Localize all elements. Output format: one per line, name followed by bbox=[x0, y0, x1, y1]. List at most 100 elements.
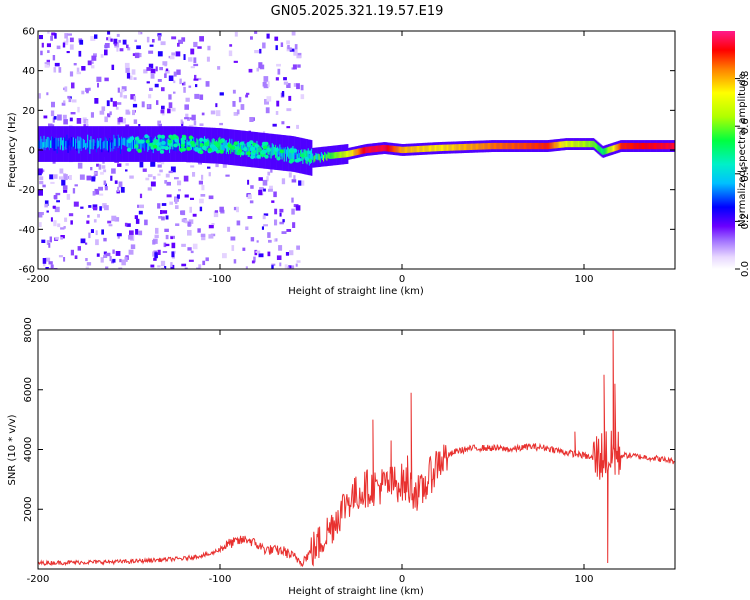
spectrogram-noise-cell bbox=[190, 48, 195, 55]
spectrogram-noise-cell bbox=[87, 60, 92, 66]
spectrogram-ridge-core bbox=[443, 144, 445, 151]
spectrogram-noise-cell bbox=[163, 242, 167, 248]
spectrogram-noise-cell bbox=[107, 113, 111, 118]
y-tick-label: -60 bbox=[19, 265, 35, 276]
spectrogram-noise-cell bbox=[103, 255, 108, 258]
spectrogram-noise-cell bbox=[53, 174, 58, 179]
spectrogram-noise-cell bbox=[291, 265, 295, 269]
spectrogram-ridge-core bbox=[219, 136, 221, 151]
spectrogram-noise-cell bbox=[275, 238, 278, 242]
spectrogram-noise-cell bbox=[286, 266, 290, 269]
spectrogram-noise-cell bbox=[236, 206, 239, 213]
spectrogram-blob bbox=[134, 136, 140, 141]
spectrogram-noise-cell bbox=[187, 221, 191, 227]
spectrogram-noise-cell bbox=[39, 176, 44, 181]
spectrogram-ridge-core bbox=[206, 142, 208, 151]
spectrogram-noise-cell bbox=[170, 262, 173, 268]
spectrogram-noise-cell bbox=[208, 172, 211, 177]
spectrogram-noise-cell bbox=[188, 57, 193, 62]
spectrogram-noise-cell bbox=[188, 85, 192, 88]
spectrogram-noise-cell bbox=[86, 175, 92, 181]
spectrogram-ridge-core bbox=[450, 144, 453, 151]
spectrogram-blob bbox=[204, 142, 209, 147]
x-tick-label: -200 bbox=[27, 574, 50, 585]
spectrogram-noise-cell bbox=[52, 160, 56, 164]
spectrogram-noise-cell bbox=[157, 120, 161, 126]
spectrogram-ridge-core bbox=[309, 150, 312, 164]
colorbar: 0.0 0.2 0.4 0.6 0.8 Normalized spectral ampl… bbox=[712, 31, 750, 277]
spectrogram-ridge-core bbox=[111, 140, 113, 149]
spectrogram-noise-cell bbox=[38, 93, 41, 99]
spectrogram-noise-cell bbox=[134, 39, 137, 42]
spectrogram-ridge-core bbox=[406, 146, 408, 153]
spectrogram-noise-cell bbox=[70, 112, 76, 115]
spectrogram-noise-cell bbox=[59, 168, 64, 174]
spectrogram-noise-cell bbox=[214, 210, 218, 213]
spectrogram-noise-cell bbox=[201, 174, 204, 180]
spectrogram-noise-cell bbox=[211, 223, 215, 225]
spectrogram-noise-cell bbox=[263, 188, 266, 192]
spectrogram-ridge-core bbox=[455, 144, 457, 151]
spectrogram-noise-cell bbox=[115, 251, 121, 256]
spectrogram-ridge-core bbox=[602, 148, 604, 155]
spectrogram-ridge-core bbox=[355, 149, 358, 156]
spectrogram-noise-cell bbox=[247, 216, 253, 219]
spectrogram-noise-cell bbox=[291, 197, 294, 203]
spectrogram-ridge-core bbox=[327, 151, 329, 158]
spectrogram-noise-cell bbox=[48, 243, 51, 248]
spectrogram-ridge-core bbox=[557, 141, 560, 148]
spectrogram-noise-cell bbox=[64, 217, 68, 222]
spectrogram-noise-cell bbox=[99, 206, 102, 211]
spectrogram-noise-cell bbox=[185, 113, 189, 120]
spectrogram-noise-cell bbox=[176, 69, 181, 75]
spectrogram-noise-cell bbox=[53, 220, 57, 227]
spectrogram-noise-cell bbox=[296, 55, 302, 59]
spectrogram-noise-cell bbox=[171, 251, 175, 258]
spectrogram-noise-cell bbox=[48, 123, 53, 127]
spectrogram-noise-cell bbox=[94, 98, 99, 104]
spectrogram-noise-cell bbox=[148, 94, 152, 99]
spectrogram-ridge-core bbox=[329, 152, 331, 159]
spectrogram-noise-cell bbox=[112, 249, 115, 254]
spectrogram-noise-cell bbox=[158, 216, 162, 219]
spectrogram-ridge-core bbox=[539, 142, 541, 150]
spectrogram-noise-cell bbox=[105, 252, 111, 257]
spectrogram-ridge-core bbox=[670, 142, 672, 150]
spectrogram-ridge-core bbox=[552, 142, 554, 149]
spectrogram-noise-cell bbox=[83, 124, 89, 128]
spectrogram-noise-cell bbox=[69, 96, 72, 100]
spectrogram-noise-cell bbox=[236, 109, 240, 115]
spectrogram-ridge-core bbox=[489, 143, 491, 150]
spectrogram-noise-cell bbox=[263, 213, 269, 216]
spectrogram-noise-cell bbox=[129, 75, 133, 80]
spectrogram-noise-cell bbox=[114, 180, 118, 184]
spectrogram-ridge-core bbox=[671, 142, 673, 150]
spectrogram-noise-cell bbox=[196, 267, 200, 269]
spectrogram-noise-cell bbox=[66, 51, 70, 54]
spectrogram-noise-cell bbox=[157, 265, 161, 268]
spectrogram-ridge-core bbox=[314, 155, 316, 162]
spectrogram-blob bbox=[157, 134, 162, 139]
spectrogram-noise-cell bbox=[208, 234, 214, 239]
spectrogram-noise-cell bbox=[225, 174, 230, 177]
spectrogram-noise-cell bbox=[71, 82, 75, 89]
spectrogram-ridge-core bbox=[66, 134, 68, 148]
spectrogram-ridge-core bbox=[318, 154, 320, 161]
spectrogram-ridge-core bbox=[343, 151, 346, 158]
spectrogram-noise-cell bbox=[266, 176, 269, 182]
spectrogram-noise-cell bbox=[228, 50, 233, 57]
spectrogram-noise-cell bbox=[94, 188, 100, 195]
spectrogram-noise-cell bbox=[43, 262, 46, 267]
spectrogram-ridge-core bbox=[403, 146, 406, 153]
spectrogram-ridge-core bbox=[55, 137, 57, 149]
spectrogram-noise-cell bbox=[149, 87, 153, 91]
spectrogram-ridge-core bbox=[419, 145, 421, 153]
spectrogram-ridge-core bbox=[622, 142, 624, 150]
spectrogram-noise-cell bbox=[123, 95, 127, 99]
spectrogram-ridge-core bbox=[266, 144, 268, 153]
spectrogram-noise-cell bbox=[164, 70, 170, 74]
spectrogram-ridge-core bbox=[95, 140, 98, 153]
spectrogram-ridge-core bbox=[621, 142, 623, 150]
spectrogram-blob bbox=[254, 144, 260, 148]
